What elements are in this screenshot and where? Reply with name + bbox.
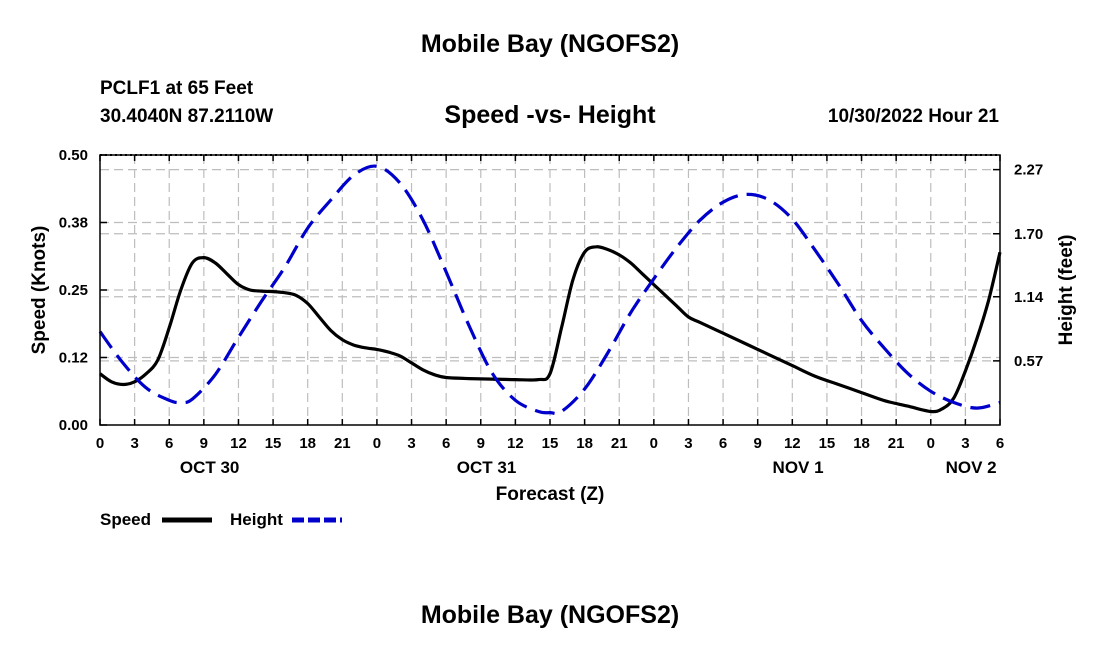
date-label: OCT 31 — [457, 458, 517, 477]
x-tick-label: 18 — [853, 435, 870, 452]
x-tick-label: 0 — [927, 435, 935, 452]
x-tick-label: 12 — [507, 435, 524, 452]
x-tick-label: 15 — [542, 435, 559, 452]
y-tick-label: 0.12 — [59, 350, 88, 367]
x-tick-label: 3 — [130, 435, 138, 452]
y2-tick-label: 2.27 — [1014, 162, 1043, 179]
date-label: NOV 1 — [773, 458, 824, 477]
y2-tick-label: 1.14 — [1014, 289, 1044, 306]
x-tick-label: 18 — [576, 435, 593, 452]
legend-speed-label: Speed — [100, 510, 151, 529]
x-tick-label: 21 — [888, 435, 905, 452]
x-tick-label: 21 — [611, 435, 628, 452]
x-tick-label: 9 — [754, 435, 762, 452]
station-label: PCLF1 at 65 Feet — [100, 78, 254, 99]
x-tick-label: 0 — [96, 435, 104, 452]
chart-title: Mobile Bay (NGOFS2) — [420, 30, 680, 58]
series-layer — [98, 164, 1002, 416]
x-tick-label: 12 — [230, 435, 247, 452]
legend: Speed Height — [100, 510, 342, 529]
x-tick-label: 0 — [373, 435, 381, 452]
y-tick-label: 0.50 — [59, 147, 88, 164]
grid — [100, 155, 1000, 425]
y-tick-label: 0.00 — [59, 417, 88, 434]
y2-axis-label: Height (feet) — [1056, 235, 1077, 346]
x-tick-label: 21 — [334, 435, 351, 452]
x-tick-label: 6 — [442, 435, 450, 452]
x-tick-label: 9 — [200, 435, 208, 452]
speed-series-line — [99, 245, 1002, 414]
x-tick-label: 6 — [165, 435, 173, 452]
x-tick-label: 18 — [299, 435, 316, 452]
y-axis-label: Speed (Knots) — [29, 226, 50, 355]
y2-tick-label: 1.70 — [1014, 226, 1043, 243]
x-tick-label: 6 — [719, 435, 727, 452]
axes: 0 3 6 9 12 15 18 21 0 3 6 9 12 15 18 21 0 3 6 9 12 15 18 21 0 3 6 0… — [59, 147, 1044, 477]
forecast-date: 10/30/2022 Hour 21 — [827, 106, 999, 127]
y-tick-label: 0.25 — [59, 282, 88, 299]
footer-title: Mobile Bay (NGOFS2) — [420, 601, 680, 629]
y2-tick-label: 0.57 — [1014, 353, 1043, 370]
x-axis-label: Forecast (Z) — [496, 484, 605, 505]
station-coords: 30.4040N 87.2110W — [100, 106, 274, 127]
x-tick-label: 15 — [265, 435, 282, 452]
x-tick-label: 9 — [477, 435, 485, 452]
x-tick-label: 15 — [819, 435, 836, 452]
x-tick-label: 3 — [961, 435, 969, 452]
height-series-line — [98, 164, 1001, 416]
legend-height-label: Height — [230, 510, 283, 529]
date-label: NOV 2 — [946, 458, 997, 477]
x-tick-label: 3 — [684, 435, 692, 452]
chart-subtitle: Speed -vs- Height — [444, 101, 656, 129]
date-label: OCT 30 — [180, 458, 240, 477]
x-tick-label: 6 — [996, 435, 1004, 452]
y-tick-label: 0.38 — [59, 215, 88, 232]
x-tick-label: 12 — [784, 435, 801, 452]
x-tick-label: 3 — [407, 435, 415, 452]
x-tick-label: 0 — [650, 435, 658, 452]
